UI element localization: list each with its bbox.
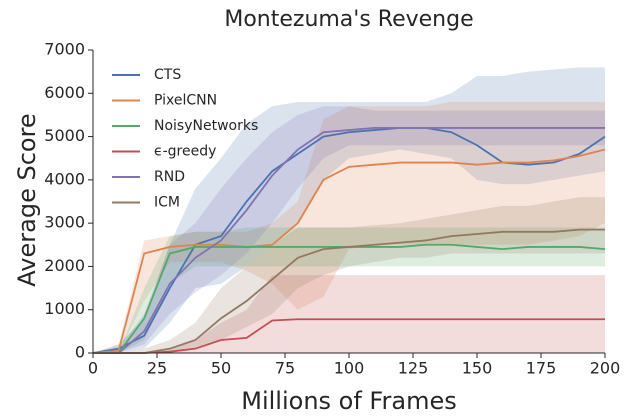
- band: [93, 197, 605, 353]
- legend-label: ICM: [154, 195, 180, 211]
- x-tick-label: 125: [398, 359, 429, 378]
- x-axis-label: Millions of Frames: [241, 387, 456, 415]
- legend-label: NoisyNetworks: [154, 118, 258, 134]
- series-line: [93, 318, 605, 354]
- series-line: [93, 228, 605, 354]
- chart-title: Montezuma's Revenge: [224, 7, 473, 32]
- x-tick-label: 175: [526, 359, 557, 378]
- y-tick-label: 3000: [44, 213, 85, 232]
- series-line: [93, 127, 605, 354]
- series-line: [92, 148, 606, 354]
- legend-label: PixelCNN: [154, 93, 217, 109]
- y-tick-label: 0: [75, 343, 85, 362]
- y-tick-label: 5000: [44, 126, 85, 145]
- y-axis-label: Average Score: [13, 113, 41, 286]
- x-tick-label: 150: [462, 359, 493, 378]
- legend-label: CTS: [154, 67, 181, 83]
- band: [93, 275, 605, 353]
- band: [93, 67, 605, 354]
- legend-label: RND: [154, 169, 185, 185]
- y-tick-label: 2000: [44, 256, 85, 275]
- series-line: [92, 127, 606, 354]
- y-tick-label: 7000: [44, 40, 85, 59]
- x-tick-label: 50: [211, 359, 231, 378]
- x-tick-label: 25: [147, 359, 167, 378]
- y-tick-label: 6000: [44, 83, 85, 102]
- y-tick-label: 1000: [44, 299, 85, 318]
- x-tick-label: 0: [88, 359, 98, 378]
- x-tick-label: 200: [590, 359, 621, 378]
- band: [93, 227, 605, 353]
- legend-label: ϵ-greedy: [154, 144, 216, 160]
- band: [93, 106, 605, 354]
- y-tick-label: 4000: [44, 169, 85, 188]
- x-tick-label: 75: [275, 359, 295, 378]
- lines: [92, 127, 606, 354]
- x-tick-label: 100: [334, 359, 365, 378]
